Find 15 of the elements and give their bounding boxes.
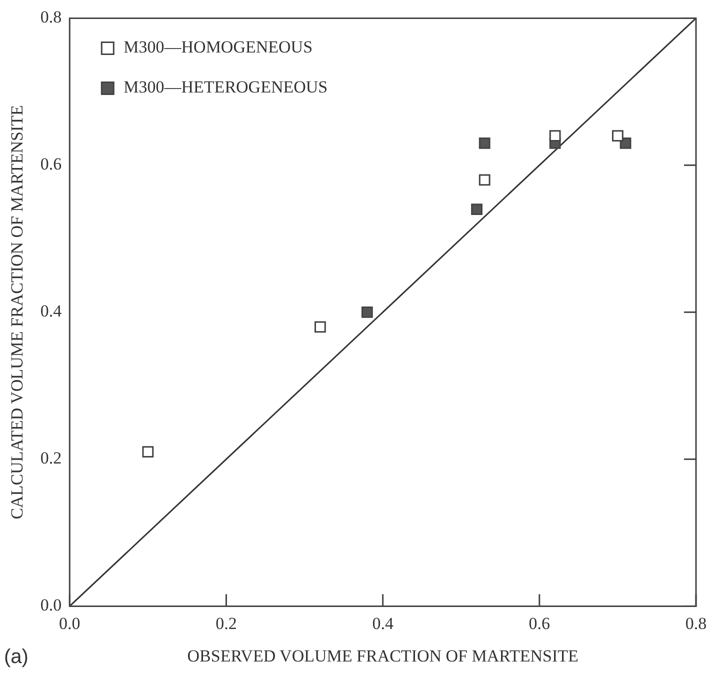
legend-label: M300—HETEROGENEOUS [124,78,328,97]
y-axis-title: CALCULATED VOLUME FRACTION OF MARTENSITE [8,105,27,520]
y-tick-label: 0.6 [40,154,62,174]
x-tick-label: 0.0 [59,614,80,633]
x-tick-label: 0.8 [685,614,707,633]
x-tick-label: 0.4 [372,614,394,633]
y-tick-label: 0.8 [40,8,62,27]
text: (a) [4,646,28,669]
legend-label: M300—HOMOGENEOUS [124,38,313,57]
y-tick-label: 0.4 [40,302,62,321]
x-tick-label: 0.2 [216,614,237,633]
x-tick-label: 0.6 [528,614,550,633]
y-tick-label: 0.0 [40,596,62,615]
x-axis-title: OBSERVED VOLUME FRACTION OF MARTENSITE [187,646,578,666]
y-tick-label: 0.2 [40,448,62,468]
